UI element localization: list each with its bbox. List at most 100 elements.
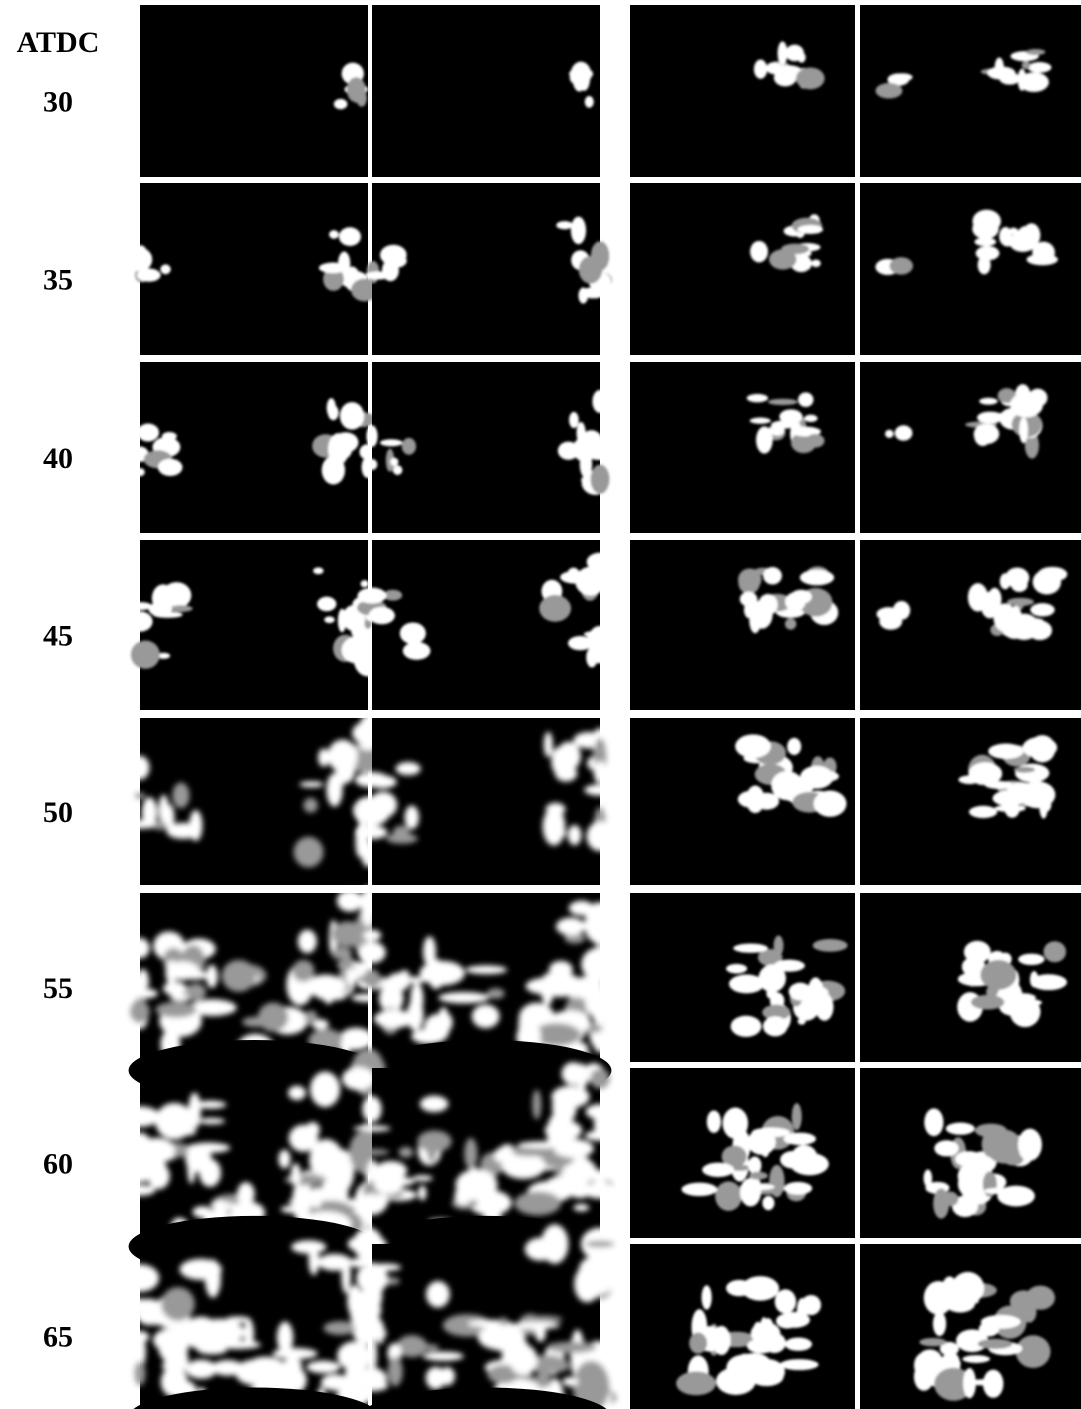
flame-blob: [594, 936, 605, 946]
flame-blob: [358, 588, 387, 604]
flame-blob: [570, 71, 583, 85]
flame-blob: [746, 786, 765, 814]
flame-blob: [161, 1287, 195, 1321]
flame-blob: [311, 1186, 322, 1208]
image-panel: [630, 362, 855, 533]
flame-blob: [924, 1108, 943, 1136]
flame-blob: [366, 425, 377, 447]
flame-blob: [585, 1130, 615, 1140]
flame-blob: [134, 245, 148, 263]
flame-blob: [547, 1342, 596, 1353]
flame-blob: [813, 939, 848, 952]
flame-blob: [210, 1202, 235, 1208]
flame-blob: [1016, 1335, 1051, 1368]
flame-blob: [1038, 567, 1068, 582]
flame-blob: [715, 1181, 742, 1211]
flame-blob: [426, 1367, 446, 1390]
flame-blob: [963, 1368, 976, 1398]
flame-blob: [1023, 223, 1041, 247]
flame-blob: [137, 424, 159, 442]
flame-blob: [702, 1163, 734, 1177]
flame-blob: [769, 1165, 784, 1197]
flame-blob: [676, 1371, 716, 1395]
flame-blob: [934, 1360, 961, 1368]
flame-blob: [346, 968, 355, 985]
image-panel: [630, 893, 855, 1062]
flame-blob: [581, 287, 606, 298]
panel-background: [630, 183, 855, 355]
flame-blob: [981, 591, 999, 618]
flame-blob: [591, 465, 610, 494]
flame-blob: [729, 974, 764, 993]
flame-blob: [774, 935, 784, 955]
flame-blob: [135, 1361, 146, 1386]
image-panel: [357, 540, 616, 710]
flame-blob: [784, 1133, 817, 1146]
flame-blob: [323, 1321, 356, 1335]
image-panel: [128, 183, 379, 355]
flame-blob: [539, 595, 571, 622]
flame-blob: [155, 1002, 196, 1018]
flame-blob: [464, 1138, 477, 1169]
flame-blob: [791, 1145, 817, 1170]
flame-blob: [1019, 72, 1049, 92]
flame-blob: [393, 826, 410, 840]
flame-blob: [763, 567, 782, 585]
flame-blob: [169, 605, 192, 612]
flame-blob: [766, 62, 782, 74]
flame-blob: [933, 1188, 949, 1218]
flame-blob: [353, 1126, 390, 1132]
flame-blob: [494, 1147, 515, 1163]
row-label: 40: [43, 442, 73, 475]
flame-blob: [367, 1336, 377, 1373]
flame-blob: [811, 260, 820, 268]
flame-blob: [749, 1172, 768, 1180]
flame-blob: [980, 960, 1016, 990]
flame-blob: [332, 775, 345, 788]
flame-blob: [160, 264, 170, 274]
flame-blob: [978, 256, 991, 275]
flame-blob: [197, 1346, 227, 1355]
flame-blob: [763, 1016, 788, 1036]
flame-blob: [962, 1355, 990, 1363]
flame-blob: [981, 1315, 1021, 1329]
flame-blob: [298, 930, 317, 954]
row-label: 60: [43, 1147, 73, 1180]
flame-blob: [518, 1141, 568, 1148]
flame-blob: [707, 1110, 721, 1133]
flame-blob: [723, 1108, 749, 1139]
flame-blob: [393, 465, 403, 475]
panel-background: [630, 362, 855, 533]
flame-blob: [526, 977, 571, 994]
flame-blob: [569, 412, 579, 428]
flame-blob: [814, 790, 847, 816]
flame-blob: [405, 806, 419, 830]
page: ATDC 3035404550556065 (() => { const dat…: [0, 0, 1081, 1409]
image-panel: [372, 5, 600, 177]
image-panel: [630, 5, 855, 177]
flame-blob: [581, 430, 602, 448]
flame-blob: [768, 399, 797, 405]
flame-blob: [587, 821, 614, 851]
flame-blob: [358, 942, 386, 964]
flame-blob: [584, 784, 616, 795]
flame-blob: [134, 1265, 147, 1290]
flame-blob: [750, 241, 768, 263]
flame-blob: [125, 1185, 155, 1196]
flame-blob: [1028, 62, 1052, 73]
flame-blob: [576, 1063, 588, 1090]
flame-blob: [575, 1272, 614, 1295]
flame-blob: [749, 606, 761, 633]
flame-blob: [1007, 598, 1034, 606]
image-panel: [630, 183, 855, 355]
flame-blob: [205, 1259, 221, 1297]
row-label: 65: [43, 1321, 73, 1354]
image-panel: [123, 714, 384, 885]
flame-blob: [340, 402, 364, 429]
flame-blob: [590, 1068, 609, 1088]
flame-blob: [1023, 737, 1058, 758]
row-label: 45: [43, 619, 73, 652]
flame-blob: [587, 634, 614, 643]
flame-blob: [877, 607, 900, 621]
flame-blob: [188, 1092, 201, 1129]
